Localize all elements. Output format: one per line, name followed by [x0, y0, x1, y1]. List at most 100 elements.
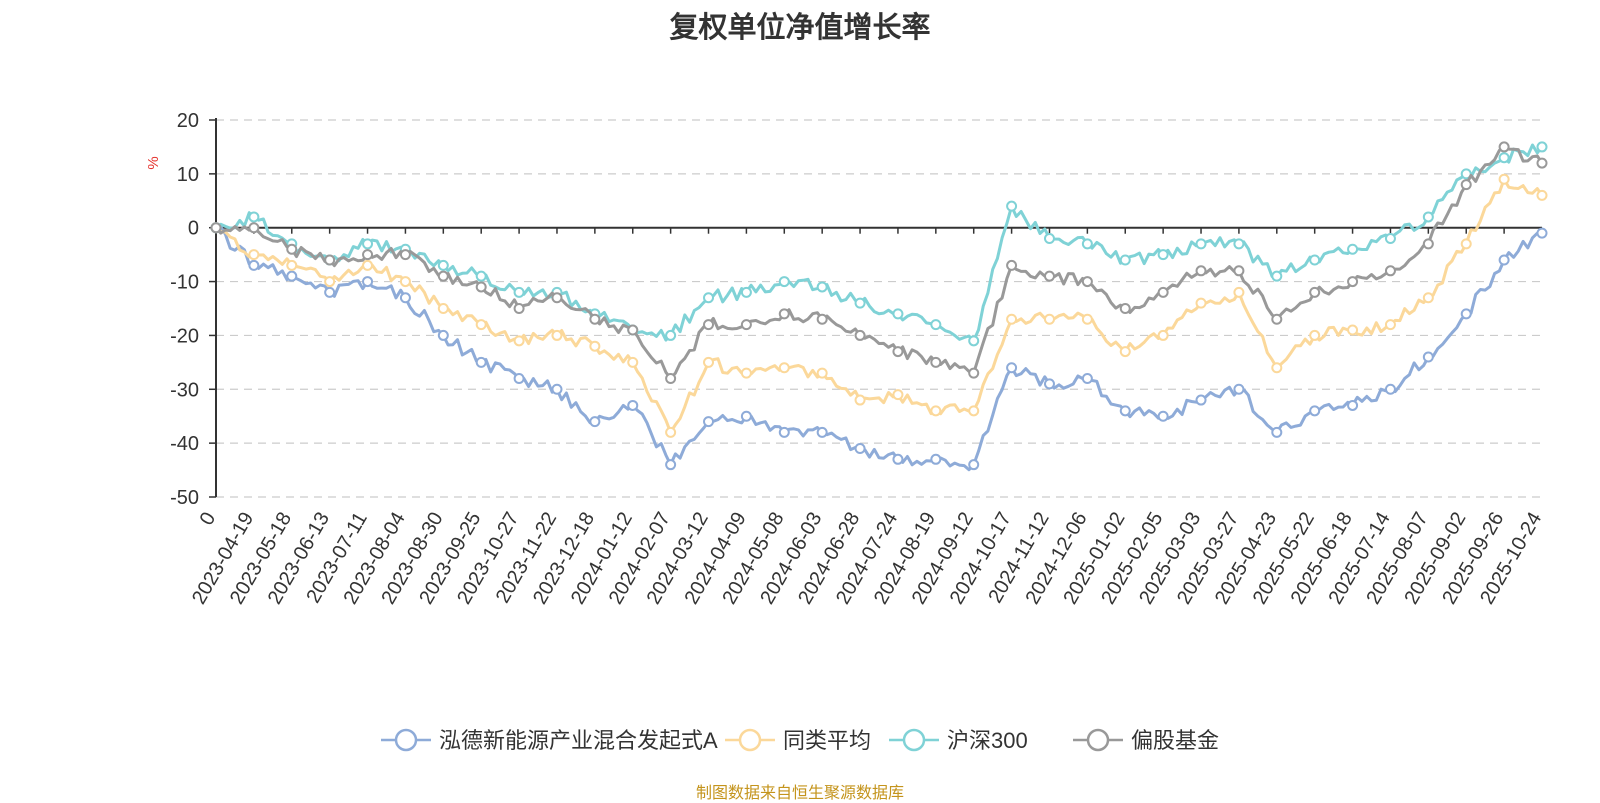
data-point: [248, 249, 260, 261]
data-point: [1498, 254, 1510, 266]
y-tick-label: -30: [170, 379, 199, 401]
legend-label: 泓德新能源产业混合发起式A: [439, 728, 718, 753]
data-point: [1081, 238, 1093, 250]
data-point: [1347, 243, 1359, 255]
data-point: [475, 319, 487, 331]
data-point: [286, 270, 298, 282]
data-point: [1536, 227, 1548, 239]
data-point: [513, 303, 525, 314]
data-point: [513, 286, 525, 298]
data-point: [1043, 232, 1055, 244]
data-point: [1422, 351, 1434, 363]
data-point: [816, 367, 828, 379]
data-point: [740, 410, 752, 422]
data-point: [1309, 405, 1321, 417]
data-point: [854, 297, 866, 309]
data-point: [1119, 346, 1131, 358]
data-point: [1271, 270, 1283, 282]
data-point: [1006, 362, 1018, 374]
data-point: [665, 426, 677, 438]
data-point: [1081, 373, 1093, 385]
data-point: [854, 329, 866, 341]
data-point: [968, 405, 980, 417]
legend-label: 偏股基金: [1131, 728, 1219, 753]
data-point: [1157, 249, 1169, 261]
legend-label: 同类平均: [783, 728, 871, 753]
data-point: [475, 281, 487, 293]
data-point: [740, 319, 752, 331]
data-point: [1309, 286, 1321, 298]
data-point: [816, 313, 828, 325]
data-point: [892, 346, 904, 358]
data-point: [930, 405, 942, 417]
data-point: [1195, 238, 1207, 250]
data-point: [816, 426, 828, 438]
data-point: [513, 373, 525, 385]
data-point: [551, 292, 563, 304]
series-line: [215, 143, 1544, 343]
data-point: [854, 394, 866, 406]
data-point: [1309, 254, 1321, 266]
data-point: [513, 335, 525, 347]
data-point: [1195, 265, 1207, 277]
data-point: [399, 276, 411, 288]
data-point: [1119, 303, 1131, 314]
data-point: [551, 383, 563, 395]
data-point: [1119, 405, 1131, 417]
series-line: [215, 225, 1543, 472]
data-point: [1043, 270, 1055, 282]
data-point: [1347, 399, 1359, 411]
data-point: [1119, 254, 1131, 266]
data-point: [968, 367, 980, 379]
data-point: [703, 356, 715, 368]
data-point: [362, 259, 374, 271]
legend-swatch-marker: [738, 728, 762, 752]
data-point: [1422, 238, 1434, 250]
data-point: [1157, 410, 1169, 422]
data-point: [437, 259, 449, 271]
series-line: [214, 145, 1544, 380]
data-point: [1157, 286, 1169, 298]
data-point: [930, 356, 942, 368]
data-point: [437, 303, 449, 314]
data-point: [968, 459, 980, 471]
data-point: [778, 308, 790, 320]
data-point: [1460, 179, 1472, 191]
series-line: [215, 177, 1544, 434]
data-source-note: 制图数据来自恒生聚源数据库: [695, 785, 904, 802]
data-point: [665, 373, 677, 385]
y-tick-label: -20: [170, 325, 199, 347]
data-point: [892, 308, 904, 320]
data-point: [1536, 141, 1548, 153]
data-point: [740, 367, 752, 379]
data-point: [437, 329, 449, 341]
data-point: [627, 399, 639, 411]
data-point: [589, 416, 601, 428]
data-point: [627, 324, 639, 336]
data-point: [1384, 265, 1396, 277]
data-point: [703, 416, 715, 428]
y-tick-label: -10: [170, 272, 199, 294]
data-point: [1384, 232, 1396, 244]
legend-swatch-marker: [1086, 728, 1110, 752]
data-point: [1006, 200, 1018, 212]
data-point: [1384, 319, 1396, 331]
data-point: [968, 335, 980, 347]
data-point: [1233, 286, 1245, 298]
data-point: [437, 270, 449, 282]
data-point: [324, 276, 336, 288]
data-point: [930, 453, 942, 465]
data-point: [1233, 383, 1245, 395]
data-point: [1536, 189, 1548, 201]
data-point: [1309, 329, 1321, 341]
data-point: [1536, 157, 1548, 169]
data-point: [1195, 297, 1207, 309]
data-point: [740, 286, 752, 298]
y-axis-label: %: [145, 156, 162, 169]
data-point: [362, 249, 374, 261]
data-point: [1043, 313, 1055, 325]
data-point: [892, 453, 904, 465]
y-tick-label: 0: [188, 218, 199, 240]
data-point: [1271, 426, 1283, 438]
